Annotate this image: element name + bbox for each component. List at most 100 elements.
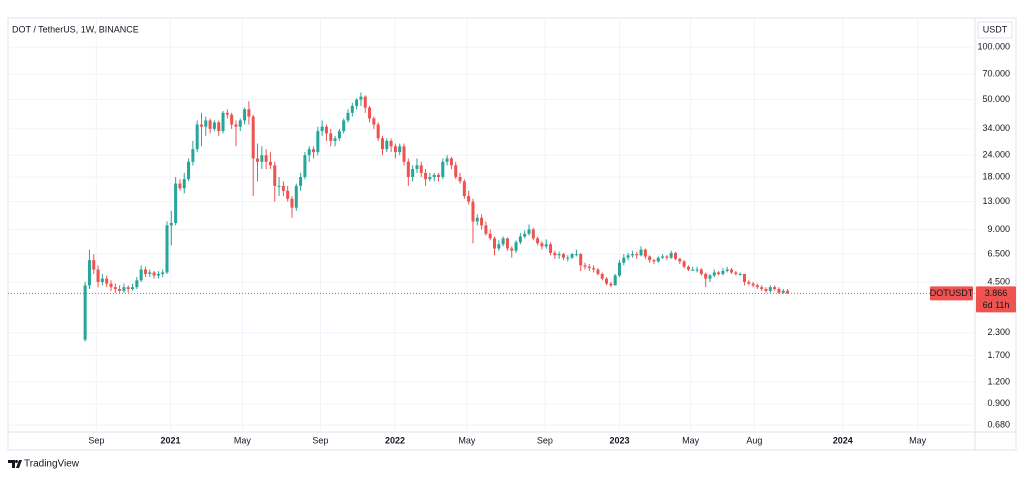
y-tick-label: 9.000	[987, 224, 1010, 234]
candle-body	[187, 161, 191, 180]
candle-body	[122, 287, 126, 291]
candle-body	[708, 275, 712, 279]
price-box	[976, 286, 1016, 313]
candle-body	[290, 198, 294, 208]
candle-body	[592, 268, 596, 270]
candle-body	[174, 183, 178, 224]
candle-body	[480, 217, 484, 226]
candle-body	[471, 201, 475, 222]
candle-body	[109, 283, 113, 288]
candle-body	[617, 262, 621, 276]
candle-body	[329, 133, 333, 141]
candle-body	[635, 254, 639, 256]
candle-body	[583, 265, 587, 267]
x-tick-label: May	[909, 435, 927, 445]
candle-body	[316, 131, 320, 153]
candle-body	[699, 269, 703, 274]
candle-body	[691, 269, 695, 271]
candles	[8, 92, 975, 342]
candle-body	[255, 158, 260, 162]
x-tick-label: 2023	[609, 435, 629, 445]
candle-body	[299, 176, 303, 186]
candle-body	[622, 257, 626, 263]
candle-body	[96, 269, 100, 282]
candle-body	[182, 179, 186, 189]
candle-body	[212, 122, 216, 129]
chart-title: DOT / TetherUS, 1W, BINANCE	[12, 24, 139, 34]
candle-body	[294, 185, 298, 208]
countdown: 6d 11h	[983, 300, 1010, 310]
y-tick-label: 0.900	[987, 398, 1010, 408]
candle-body	[488, 233, 492, 239]
candle-body	[501, 238, 505, 245]
candle-body	[230, 114, 234, 125]
currency-box	[977, 21, 1013, 39]
candle-body	[454, 165, 458, 177]
candle-body	[139, 269, 143, 281]
candle-body	[199, 124, 203, 127]
candle-body	[648, 256, 652, 261]
candle-body	[725, 269, 729, 271]
candle-body	[307, 149, 311, 156]
candle-body	[195, 124, 199, 150]
candle-body	[152, 272, 156, 276]
candle-body	[368, 107, 372, 119]
candle-body	[281, 185, 285, 191]
candle-body	[432, 174, 436, 177]
candle-body	[587, 266, 591, 269]
candle-body	[760, 287, 764, 289]
candle-body	[225, 112, 229, 115]
candle-body	[682, 261, 686, 267]
candle-body	[613, 275, 617, 286]
candle-body	[337, 131, 341, 139]
candle-body	[372, 118, 376, 125]
candle-body	[643, 249, 647, 257]
candle-body	[764, 288, 768, 291]
candle-body	[695, 269, 699, 271]
candle-body	[579, 254, 583, 266]
y-tick-label: 4.500	[987, 276, 1010, 286]
x-tick-label: May	[458, 435, 476, 445]
candle-body	[148, 272, 152, 274]
candle-body	[324, 126, 328, 134]
candle-body	[419, 165, 423, 173]
candle-body	[178, 183, 182, 189]
candle-body	[441, 161, 445, 177]
candle-body	[747, 281, 751, 284]
grid	[8, 18, 975, 432]
x-tick-label: May	[234, 435, 252, 445]
y-tick-label: 0.680	[987, 419, 1010, 429]
x-tick-label: 2021	[160, 435, 180, 445]
candle-body	[497, 244, 501, 249]
candle-body	[781, 290, 785, 293]
candle-body	[462, 181, 466, 197]
candle-body	[260, 155, 264, 162]
candle-body	[169, 223, 173, 226]
candle-body	[428, 176, 432, 180]
candle-body	[717, 272, 721, 274]
candle-body	[786, 290, 790, 294]
candle-body	[630, 254, 634, 256]
y-tick-label: 70.000	[982, 69, 1010, 79]
x-tick-label: 2022	[385, 435, 405, 445]
candle-body	[415, 165, 419, 170]
x-tick-label: May	[682, 435, 700, 445]
candle-body	[673, 252, 678, 259]
candle-body	[523, 233, 527, 237]
brand: TradingView	[24, 459, 80, 470]
candle-body	[445, 158, 449, 162]
last-price-label: 3.866	[985, 288, 1008, 298]
y-tick-label: 18.000	[982, 171, 1010, 181]
candle-body	[738, 273, 742, 275]
candle-body	[493, 238, 497, 249]
y-tick-label: 13.000	[982, 196, 1010, 206]
candle-body	[596, 269, 600, 274]
candle-body	[247, 109, 251, 117]
candle-body	[549, 244, 553, 253]
candle-body	[208, 120, 212, 129]
candle-body	[277, 185, 281, 187]
candle-body	[363, 96, 367, 108]
x-tick-label: Aug	[746, 435, 762, 445]
candle-body	[605, 278, 609, 284]
candle-body	[380, 138, 384, 150]
